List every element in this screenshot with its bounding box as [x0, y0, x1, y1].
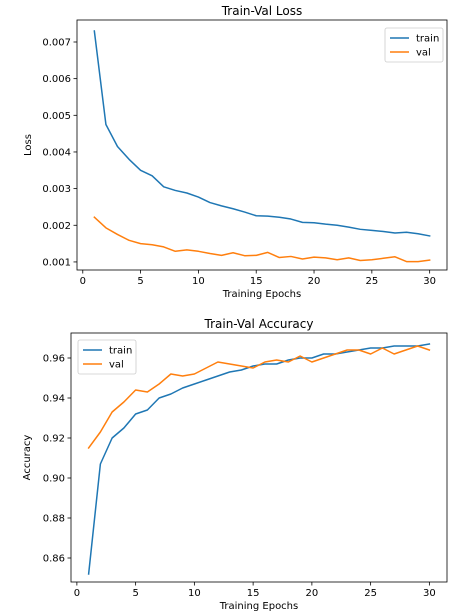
- y-tick-label: 0.86: [43, 554, 65, 565]
- series-line-val: [87, 345, 431, 450]
- x-tick-label: 15: [247, 588, 260, 599]
- legend-box: [77, 339, 137, 375]
- x-tick-label: 5: [137, 276, 143, 287]
- y-tick-label: 0.94: [43, 394, 65, 405]
- legend-label-train: train: [416, 34, 439, 45]
- y-tick-label: 0.004: [42, 147, 71, 158]
- y-tick-label: 0.88: [43, 514, 65, 525]
- x-tick-label: 5: [132, 588, 138, 599]
- x-tick-label: 10: [188, 588, 201, 599]
- legend-label-val: val: [416, 48, 431, 59]
- y-tick-label: 0.007: [42, 37, 71, 48]
- legend-label-train: train: [109, 346, 132, 357]
- x-axis-label: Training Epochs: [219, 601, 298, 612]
- x-tick-label: 20: [308, 276, 321, 287]
- y-axis-label: Accuracy: [22, 435, 33, 481]
- x-tick-label: 25: [365, 276, 378, 287]
- x-tick-label: 0: [80, 276, 86, 287]
- series-line-train: [93, 30, 431, 237]
- axes-frame: [70, 332, 448, 583]
- x-tick-label: 10: [192, 276, 205, 287]
- y-tick-label: 0.002: [42, 221, 71, 232]
- x-tick-label: 30: [423, 276, 436, 287]
- x-axis-label: Training Epochs: [222, 289, 301, 300]
- chart-title: Train-Val Loss: [221, 4, 303, 18]
- y-tick-label: 0.006: [42, 74, 71, 85]
- legend-box: [384, 27, 444, 63]
- x-tick-label: 30: [423, 588, 436, 599]
- x-tick-label: 25: [364, 588, 377, 599]
- series-line-train: [87, 343, 431, 575]
- legend: train val: [384, 27, 444, 63]
- legend-label-val: val: [109, 360, 124, 371]
- x-tick-label: 15: [250, 276, 263, 287]
- y-tick-label: 0.001: [42, 257, 71, 268]
- y-tick-label: 0.96: [43, 354, 65, 365]
- y-tick-label: 0.005: [42, 111, 71, 122]
- x-tick-label: 20: [306, 588, 319, 599]
- chart-1: Train-Val Loss 0 5 10 15 20 25 30 0.001 0.002 0.00…: [23, 4, 448, 300]
- legend: train val: [77, 339, 137, 375]
- chart-2: Train-Val Accuracy 0 5 10 15 20 25 30 0.86 0.88 0.…: [22, 317, 448, 612]
- y-tick-label: 0.90: [43, 474, 65, 485]
- y-axis-label: Loss: [23, 134, 34, 156]
- series-line-val: [93, 216, 431, 263]
- y-tick-label: 0.003: [42, 184, 71, 195]
- x-tick-label: 0: [74, 588, 80, 599]
- axes-frame: [76, 19, 448, 271]
- chart-title: Train-Val Accuracy: [204, 317, 314, 331]
- y-tick-label: 0.92: [43, 434, 65, 445]
